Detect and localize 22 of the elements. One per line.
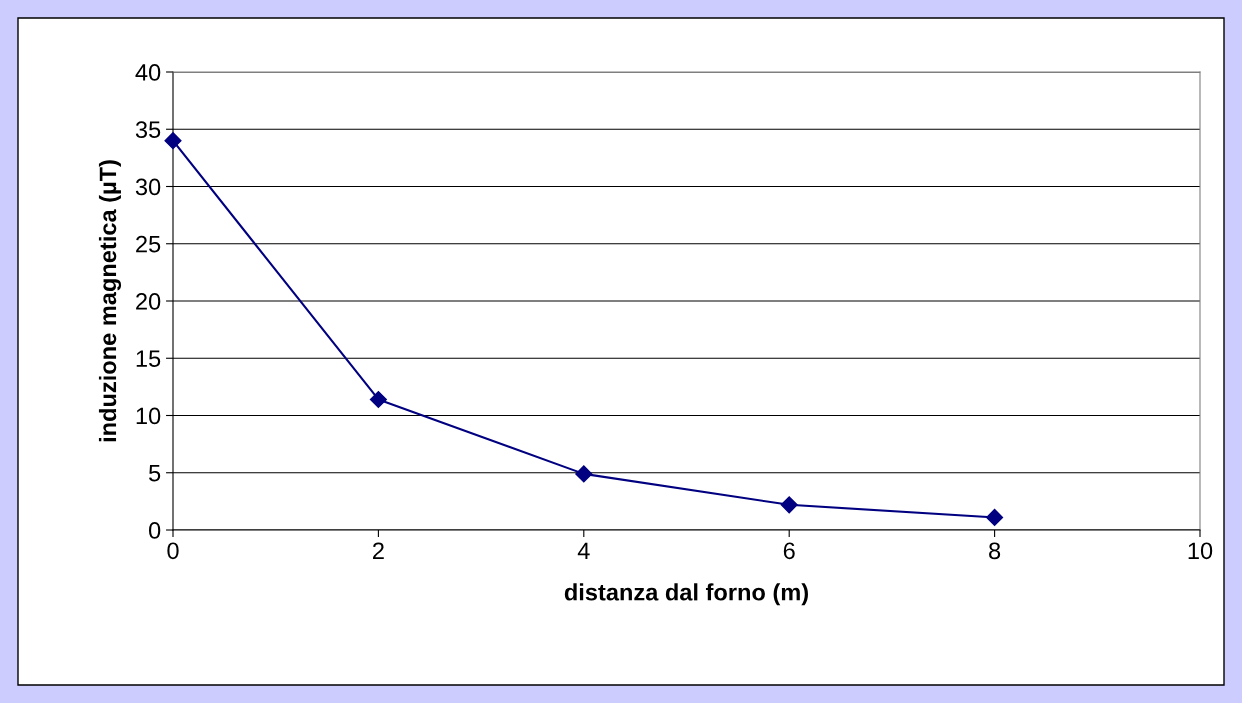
y-tick-label: 15 (136, 350, 161, 368)
y-tick-label: 35 (135, 121, 161, 139)
x-tick-label: 10 (1188, 542, 1213, 560)
y-tick-label: 5 (149, 465, 161, 482)
y-tick-label: 25 (136, 235, 161, 253)
x-tick-label: 4 (577, 542, 590, 559)
x-tick-label: 6 (783, 542, 795, 560)
x-axis-title: distanza dal forno (m) (564, 583, 808, 606)
x-tick-label: 2 (373, 542, 384, 559)
y-tick-label: 0 (148, 522, 161, 539)
point (780, 496, 798, 514)
point (575, 465, 593, 483)
point (369, 390, 387, 409)
y-tick-label: 20 (136, 293, 161, 310)
point (164, 132, 182, 150)
y-tick-label: 30 (135, 178, 161, 196)
point (986, 508, 1004, 526)
y-tick-label: 40 (135, 64, 161, 81)
x-tick-label: 8 (989, 542, 1001, 560)
y-axis-title: induzione magnetica (µT) (98, 160, 122, 442)
y-tick-label: 10 (136, 407, 161, 425)
x-tick-label: 0 (167, 542, 179, 560)
